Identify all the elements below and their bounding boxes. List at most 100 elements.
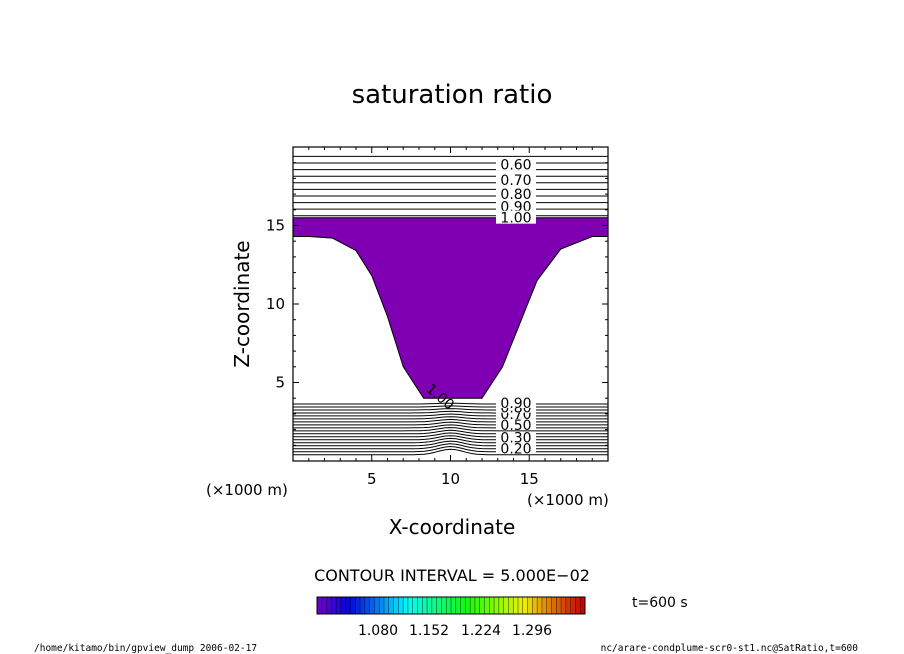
contour-line [293, 405, 608, 408]
colorbar-cell [474, 597, 481, 614]
y-axis-ticks: 5 10 15 [266, 162, 608, 446]
contour-line [293, 437, 608, 444]
contour-line [293, 443, 608, 450]
colorbar-cell [417, 597, 423, 614]
x-unit-label: (×1000 m) [527, 491, 609, 509]
colorbar-cell [441, 597, 447, 614]
contour-label-bg [496, 172, 536, 186]
y-unit-label: (×1000 m) [206, 481, 288, 499]
colorbar-cell [384, 597, 390, 614]
plot-area: 0.600.700.800.901.000.200.300.500.700.80… [292, 146, 609, 462]
colorbar-cell [326, 597, 332, 614]
colorbar-cell [565, 597, 571, 614]
colorbar-cell [508, 597, 514, 614]
x-tick-label: 5 [367, 470, 377, 488]
lower-contour-lines [293, 402, 608, 456]
colorbar-cell [336, 597, 342, 614]
contour-label-bg [496, 187, 536, 201]
contour-label: 0.20 [500, 441, 531, 457]
colorbar-cell [393, 597, 399, 614]
contour-label: 0.50 [500, 418, 531, 434]
contour-label: 0.30 [500, 430, 531, 446]
colorbar-cell [431, 597, 437, 614]
colorbar-cell [455, 597, 461, 614]
time-label: t=600 s [632, 595, 688, 611]
contour-label: 0.90 [500, 396, 531, 412]
colorbar-cell [575, 597, 581, 614]
colorbar-cell [479, 597, 485, 614]
colorbar-cell [513, 597, 519, 614]
colorbar-tick-label: 1.224 [461, 623, 501, 639]
colorbar-cell [532, 597, 538, 614]
colorbar-cell [364, 597, 370, 614]
y-tick-label: 15 [266, 217, 285, 235]
contour-line [293, 402, 608, 405]
contour-line [293, 410, 608, 414]
contour-label: 0.60 [500, 157, 531, 173]
contour-label-bg [496, 210, 536, 224]
colorbar-cell [350, 597, 356, 614]
contour-label-bg [496, 418, 536, 430]
colorbar-cell [436, 597, 442, 614]
x-tick-label: 10 [441, 470, 460, 488]
colorbar-cell [580, 597, 586, 614]
contour-label-bg [496, 407, 536, 419]
saturation-region [292, 217, 609, 399]
colorbar-cell [317, 597, 323, 614]
contour-line [293, 429, 608, 435]
x-axis-ticks: 5 10 15 [308, 147, 593, 488]
colorbar-tick-label: 1.152 [409, 623, 449, 639]
y-tick-label: 5 [275, 374, 285, 392]
colorbar-cell [537, 597, 543, 614]
colorbar-cell [427, 597, 433, 614]
colorbar-cell [541, 597, 548, 614]
colorbar-cell [561, 597, 567, 614]
colorbar-cell [379, 597, 385, 614]
colorbar-cell [355, 597, 361, 614]
contour-line [293, 448, 608, 456]
footer-right: nc/arare-condplume-scr0-st1.nc@SatRatio,… [601, 643, 859, 654]
x-axis-label: X-coordinate [389, 515, 516, 539]
contour-line [293, 427, 608, 432]
contour-line [293, 413, 608, 417]
colorbar-cell [369, 597, 375, 614]
colorbar-cell [570, 597, 576, 614]
colorbar-cell [451, 597, 457, 614]
y-axis-label: Z-coordinate [230, 240, 254, 367]
colorbar-frame [316, 596, 586, 615]
contour-label-bg [496, 157, 536, 171]
contour-label: 1.00 [500, 211, 531, 227]
colorbar-cell [484, 597, 490, 614]
colorbar-cell [498, 597, 504, 614]
colorbar-tick-label: 1.296 [512, 623, 552, 639]
contour-line [293, 421, 608, 426]
footer-left: /home/kitamo/bin/gpview_dump 2006-02-17 [34, 643, 257, 654]
contour-line [293, 416, 608, 420]
chart-title: saturation ratio [352, 80, 553, 110]
colorbar-cell [551, 597, 557, 614]
upper-contour-lines [293, 155, 608, 217]
colorbar-cell [388, 597, 394, 614]
colorbar-cell [398, 597, 404, 614]
colorbar-cell [446, 597, 452, 614]
colorbar-cell [518, 597, 524, 614]
colorbar-cell [470, 597, 476, 614]
contour-line [293, 408, 608, 411]
colorbar-cell [546, 597, 552, 614]
contour-line [293, 432, 608, 438]
colorbar-cell [503, 597, 509, 614]
colorbar-cell [527, 597, 533, 614]
colorbar-cell [522, 597, 528, 614]
contour-line [293, 440, 608, 447]
contour-label-bg [496, 442, 536, 454]
colorbar-cell [422, 597, 428, 614]
colorbar-cell [494, 597, 500, 614]
y-tick-label: 10 [266, 295, 285, 313]
colorbar-cell [374, 597, 380, 614]
contour-line [293, 424, 608, 429]
contour-line [293, 418, 608, 423]
x-tick-label: 15 [520, 470, 539, 488]
colorbar-cell [407, 597, 414, 614]
colorbar-cell [489, 597, 495, 614]
colorbar-cell [465, 597, 471, 614]
